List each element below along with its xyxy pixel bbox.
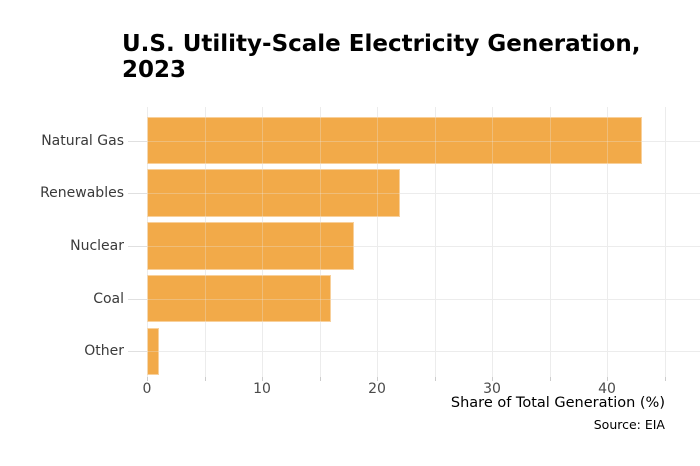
bar-nuclear <box>147 222 354 270</box>
x-tick <box>147 377 148 381</box>
h-gridline <box>147 245 700 247</box>
chart-title-line1: U.S. Utility-Scale Electricity Generatio… <box>122 31 641 57</box>
x-tick <box>607 377 608 381</box>
v-gridline-overlay <box>664 107 666 377</box>
h-gridline-overlay <box>147 245 700 247</box>
v-gridline-overlay <box>204 107 206 377</box>
x-tick <box>262 377 263 381</box>
x-tick <box>434 377 436 381</box>
chart-title: U.S. Utility-Scale Electricity Generatio… <box>122 31 640 83</box>
x-tick-label: 10 <box>253 381 271 397</box>
v-gridline-overlay <box>549 107 551 377</box>
h-gridline <box>147 298 700 300</box>
x-tick <box>377 377 378 381</box>
h-gridline-overlay <box>147 193 700 195</box>
bar-natural-gas <box>147 116 642 165</box>
x-tick <box>492 377 493 381</box>
x-tick-label: 20 <box>368 381 386 397</box>
y-tick <box>128 245 147 247</box>
h-gridline <box>147 193 700 195</box>
chart-title-line2: 2023 <box>122 57 187 83</box>
x-axis-label: Share of Total Generation (%) <box>450 395 665 411</box>
x-tick <box>204 377 206 381</box>
v-gridline-overlay <box>377 107 378 377</box>
v-gridline-overlay <box>492 107 493 377</box>
v-gridline <box>664 107 666 377</box>
y-tick <box>128 140 147 142</box>
v-gridline <box>607 107 608 377</box>
x-tick-label: 30 <box>483 381 501 397</box>
v-gridline-overlay <box>434 107 436 377</box>
plot-area <box>147 107 700 377</box>
v-gridline-overlay <box>262 107 263 377</box>
v-gridline <box>492 107 493 377</box>
v-gridline <box>549 107 551 377</box>
y-tick <box>128 193 147 195</box>
category-label: Other <box>84 343 124 360</box>
h-gridline-overlay <box>147 298 700 300</box>
x-tick <box>319 377 321 381</box>
bar-other <box>147 327 159 376</box>
v-gridline-overlay <box>319 107 321 377</box>
bar-renewables <box>147 169 400 217</box>
category-label: Nuclear <box>70 237 124 254</box>
y-tick <box>128 298 147 300</box>
x-tick <box>549 377 551 381</box>
x-tick-label: 40 <box>598 381 616 397</box>
bar-coal <box>147 274 331 323</box>
h-gridline-overlay <box>147 140 700 142</box>
category-label: Renewables <box>40 185 124 202</box>
y-tick <box>128 351 147 353</box>
x-tick <box>664 377 666 381</box>
category-label: Natural Gas <box>41 132 124 149</box>
v-gridline <box>377 107 378 377</box>
h-gridline <box>147 351 700 353</box>
category-label: Coal <box>93 290 124 307</box>
v-gridline-overlay <box>147 107 148 377</box>
v-gridline <box>434 107 436 377</box>
source-note: Source: EIA <box>593 417 665 432</box>
h-gridline-overlay <box>147 351 700 353</box>
x-tick-label: 0 <box>142 381 152 397</box>
v-gridline-overlay <box>607 107 608 377</box>
